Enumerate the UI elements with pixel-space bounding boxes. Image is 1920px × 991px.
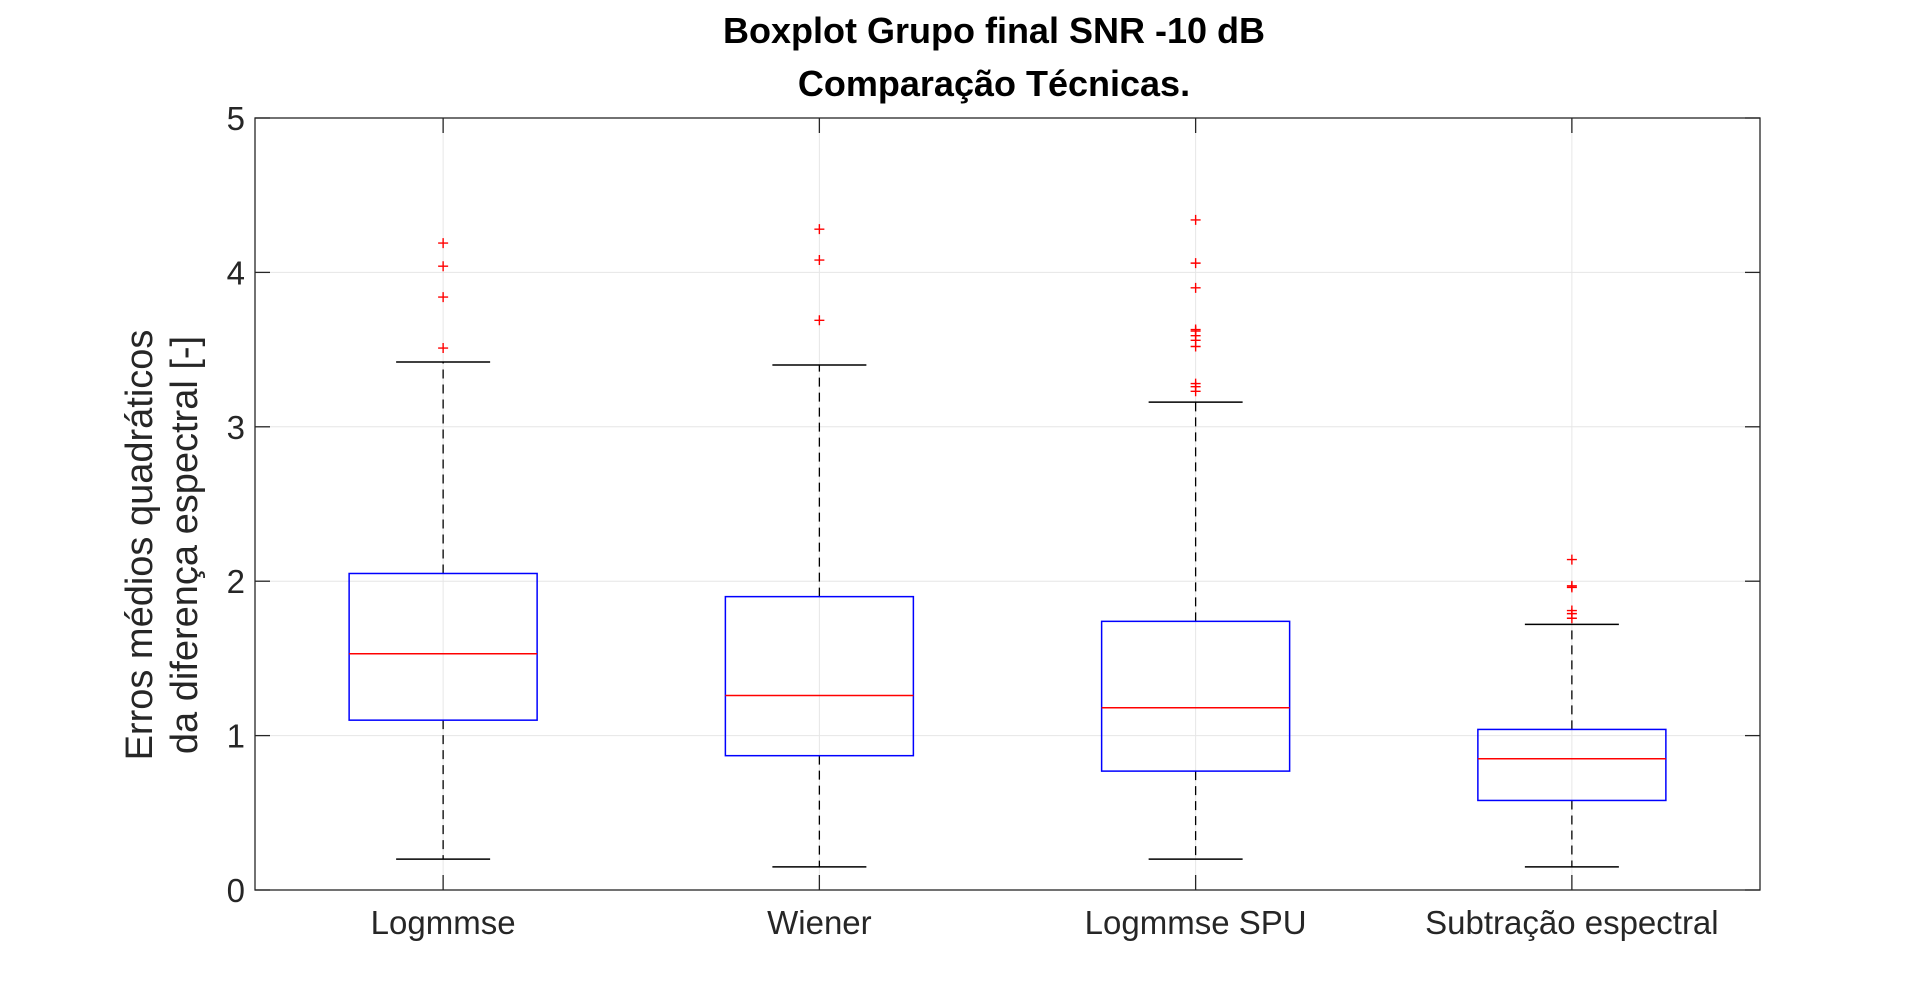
outlier-point [814, 224, 825, 235]
y-tick-label: 2 [227, 563, 245, 600]
outlier-point [1566, 554, 1577, 565]
grid-lines [255, 117, 1760, 891]
outlier-point [1190, 378, 1201, 389]
x-tick-label: Logmmse [371, 904, 516, 941]
y-tick-label: 5 [227, 100, 245, 137]
outlier-point [1190, 282, 1201, 293]
axes-frame [254, 117, 1761, 891]
outlier-point [1566, 580, 1577, 591]
plot-axes [254, 117, 1761, 891]
y-tick-label: 0 [227, 872, 245, 909]
x-tick-label: Logmmse SPU [1085, 904, 1307, 941]
y-tick-label: 1 [227, 718, 245, 755]
outlier-point [814, 315, 825, 326]
iqr-box [724, 595, 915, 757]
box-group-3 [1100, 214, 1291, 860]
y-tick-label: 3 [227, 409, 245, 446]
x-tick-label: Wiener [767, 904, 872, 941]
outlier-point [814, 255, 825, 266]
box-group-2 [724, 224, 915, 868]
boxplot-series [348, 214, 1667, 868]
box-group-4 [1477, 554, 1667, 868]
box-group-1 [348, 238, 538, 860]
y-axis-label: Erros médios quadráticos da diferença es… [119, 330, 206, 761]
x-tick-label: Subtração espectral [1425, 904, 1719, 941]
iqr-box [1100, 620, 1291, 772]
chart-title-line-1: Boxplot Grupo final SNR -10 dB [723, 10, 1265, 51]
outlier-point [1190, 214, 1201, 225]
chart-title-line-2: Comparação Técnicas. [798, 63, 1190, 104]
outlier-point [1190, 324, 1201, 335]
outlier-point [438, 238, 449, 249]
tick-labels: 0 1 2 3 4 5 Logmmse Wiener Logmmse SPU Subtração … [227, 100, 1719, 941]
y-axis-label-line-2: da diferença espectral [-] [164, 336, 206, 754]
iqr-box [1477, 728, 1667, 802]
outlier-point [1190, 258, 1201, 269]
iqr-box [348, 572, 538, 721]
y-axis-label-line-1: Erros médios quadráticos [119, 330, 161, 761]
y-tick-label: 4 [227, 254, 245, 291]
outlier-point [1566, 605, 1577, 616]
outlier-point [438, 343, 449, 354]
outlier-point [438, 292, 449, 303]
outlier-point [438, 261, 449, 272]
